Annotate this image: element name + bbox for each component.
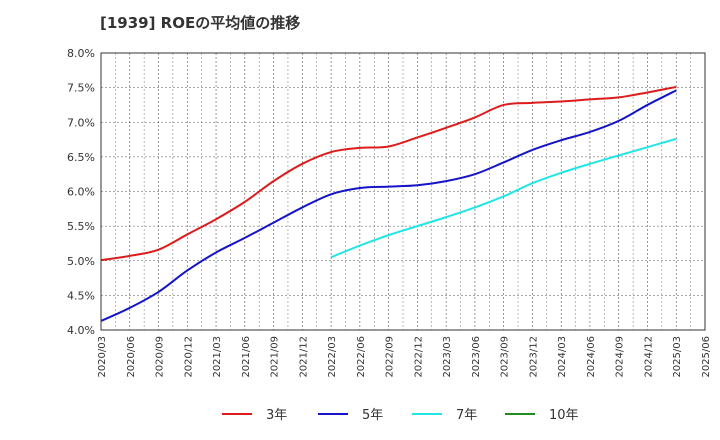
y-tick-label: 7.0% — [67, 116, 95, 129]
series-lines — [100, 85, 677, 322]
y-tick-label: 4.0% — [67, 324, 95, 337]
y-tick-label: 5.5% — [67, 220, 95, 233]
series-line-7年 — [330, 137, 677, 259]
y-tick-label: 5.0% — [67, 255, 95, 268]
x-tick-label: 2022/12 — [413, 336, 424, 378]
x-tick-label: 2024/06 — [586, 336, 597, 378]
x-tick-label: 2025/06 — [701, 336, 712, 378]
x-tick-label: 2022/09 — [385, 336, 396, 378]
x-tick-label: 2024/09 — [615, 336, 626, 378]
legend-label-3年: 3年 — [266, 408, 287, 423]
plot-border — [100, 52, 706, 331]
y-tick-label: 8.0% — [67, 47, 95, 60]
x-tick-label: 2021/03 — [212, 336, 223, 378]
x-tick-label: 2021/09 — [270, 336, 281, 378]
x-tick-label: 2025/03 — [672, 336, 683, 378]
x-tick-label: 2022/06 — [356, 336, 367, 378]
y-tick-label: 7.5% — [67, 82, 95, 95]
y-tick-label: 4.5% — [67, 289, 95, 302]
x-tick-label: 2020/06 — [126, 336, 137, 378]
legend-label-7年: 7年 — [456, 408, 477, 423]
y-tick-label: 6.0% — [67, 186, 95, 199]
legend: 3年 5年 7年 10年 — [222, 408, 579, 423]
series-line-3年 — [100, 85, 677, 262]
x-tick-label: 2024/03 — [557, 336, 568, 378]
x-tick-label: 2023/12 — [528, 336, 539, 378]
x-tick-label: 2022/03 — [327, 336, 338, 378]
series-line-5年 — [100, 89, 677, 322]
legend-label-10年: 10年 — [549, 408, 579, 423]
chart-title: [1939] ROEの平均値の推移 — [100, 14, 301, 32]
x-tick-label: 2023/06 — [471, 336, 482, 378]
x-tick-label: 2020/09 — [155, 336, 166, 378]
legend-label-5年: 5年 — [362, 408, 383, 423]
x-axis-ticks: 2020/03 2020/06 2020/09 2020/12 2021/03 2021/… — [97, 336, 712, 378]
x-tick-label: 2024/12 — [643, 336, 654, 378]
x-tick-label: 2020/03 — [97, 336, 108, 378]
y-axis-ticks: 8.0% 7.5% 7.0% 6.5% 6.0% 5.5% 5.0% 4.5% 4.0% — [67, 47, 95, 337]
x-tick-label: 2021/06 — [241, 336, 252, 378]
y-tick-label: 6.5% — [67, 151, 95, 164]
x-tick-label: 2023/03 — [442, 336, 453, 378]
x-tick-label: 2023/09 — [500, 336, 511, 378]
x-tick-label: 2020/12 — [183, 336, 194, 378]
x-tick-label: 2021/12 — [298, 336, 309, 378]
